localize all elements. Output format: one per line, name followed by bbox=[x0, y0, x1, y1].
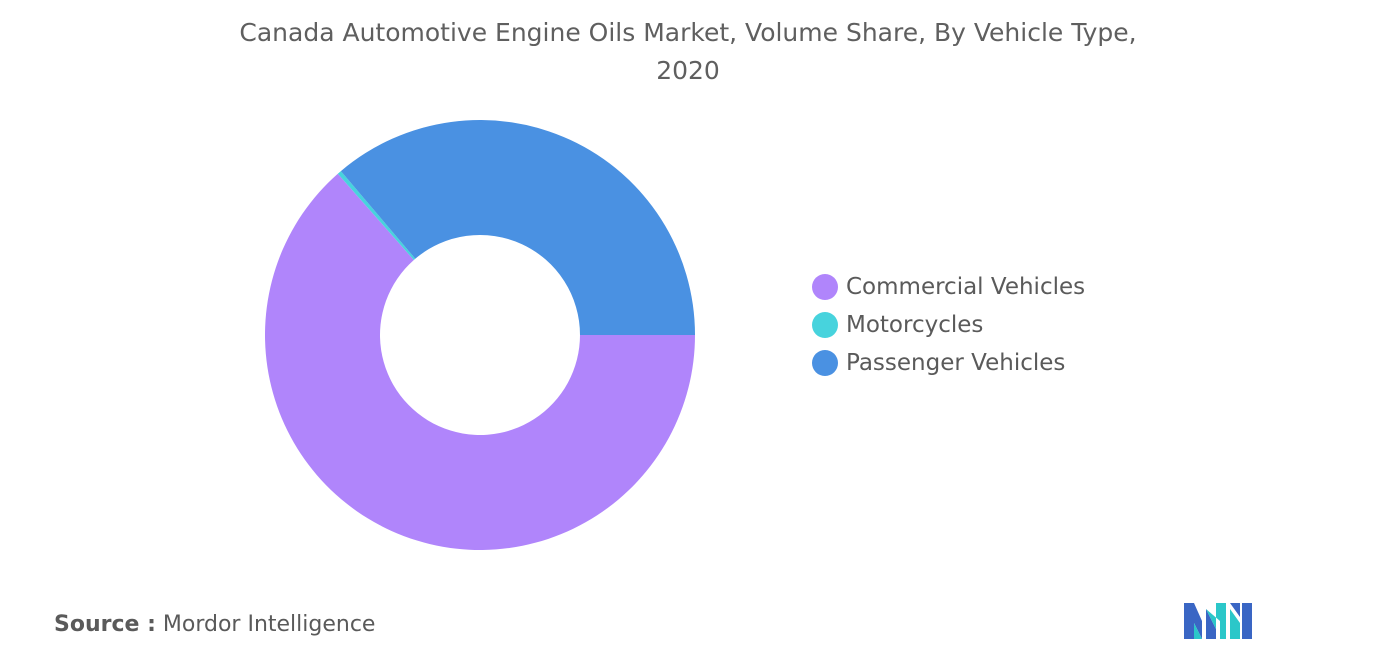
logo-middle-stroke bbox=[1206, 609, 1216, 639]
logo-left-stroke bbox=[1184, 603, 1202, 639]
legend-item-passenger-vehicles[interactable]: Passenger Vehicles bbox=[812, 344, 1085, 382]
mordor-intelligence-logo-icon bbox=[1184, 603, 1252, 639]
legend-label-motorcycles: Motorcycles bbox=[846, 312, 984, 338]
logo-middle-teal bbox=[1206, 603, 1226, 639]
legend-label-passenger-vehicles: Passenger Vehicles bbox=[846, 350, 1066, 376]
source-note: Source : Mordor Intelligence bbox=[54, 612, 375, 637]
logo-right-teal bbox=[1230, 609, 1240, 639]
legend-item-commercial-vehicles[interactable]: Commercial Vehicles bbox=[812, 268, 1085, 306]
donut-slice-passenger-vehicles[interactable] bbox=[340, 120, 695, 335]
chart-title: Canada Automotive Engine Oils Market, Vo… bbox=[0, 14, 1376, 90]
donut-slice-motorcycles[interactable] bbox=[337, 171, 416, 260]
donut-slices bbox=[264, 120, 695, 551]
chart-title-line-2: 2020 bbox=[656, 56, 720, 85]
legend-swatch-motorcycles bbox=[812, 312, 838, 338]
legend-swatch-commercial-vehicles bbox=[812, 274, 838, 300]
legend: Commercial Vehicles Motorcycles Passenge… bbox=[812, 268, 1085, 382]
legend-swatch-passenger-vehicles bbox=[812, 350, 838, 376]
logo-right-blue bbox=[1242, 603, 1252, 639]
source-prefix: Source : bbox=[54, 612, 156, 637]
donut-slice-commercial-vehicles[interactable] bbox=[264, 173, 695, 551]
source-text: Mordor Intelligence bbox=[162, 612, 376, 637]
logo-left-teal bbox=[1194, 623, 1202, 639]
chart-title-line-1: Canada Automotive Engine Oils Market, Vo… bbox=[239, 18, 1137, 47]
logo-right-stroke bbox=[1230, 603, 1240, 617]
legend-label-commercial-vehicles: Commercial Vehicles bbox=[846, 274, 1086, 300]
legend-item-motorcycles[interactable]: Motorcycles bbox=[812, 306, 1085, 344]
